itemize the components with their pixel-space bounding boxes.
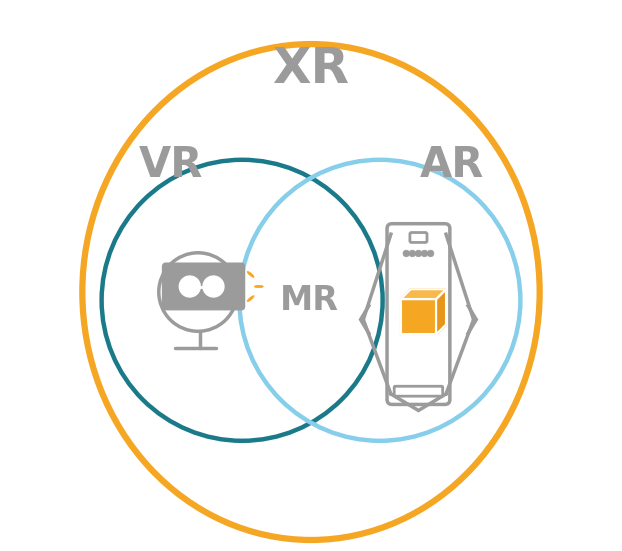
Polygon shape [436, 289, 446, 334]
Ellipse shape [247, 272, 254, 277]
Circle shape [203, 276, 224, 297]
FancyBboxPatch shape [410, 233, 427, 242]
FancyBboxPatch shape [394, 386, 443, 396]
Polygon shape [401, 299, 436, 334]
Circle shape [415, 250, 422, 257]
Polygon shape [401, 289, 446, 299]
Text: VR: VR [138, 144, 203, 186]
Text: AR: AR [419, 144, 484, 186]
FancyBboxPatch shape [162, 263, 244, 310]
Ellipse shape [247, 296, 254, 301]
Circle shape [427, 250, 434, 257]
Circle shape [409, 250, 415, 257]
Ellipse shape [254, 285, 263, 288]
Text: XR: XR [272, 45, 350, 93]
Circle shape [421, 250, 428, 257]
FancyBboxPatch shape [387, 224, 450, 404]
Circle shape [179, 276, 200, 297]
Circle shape [403, 250, 410, 257]
Text: MR: MR [280, 284, 339, 317]
